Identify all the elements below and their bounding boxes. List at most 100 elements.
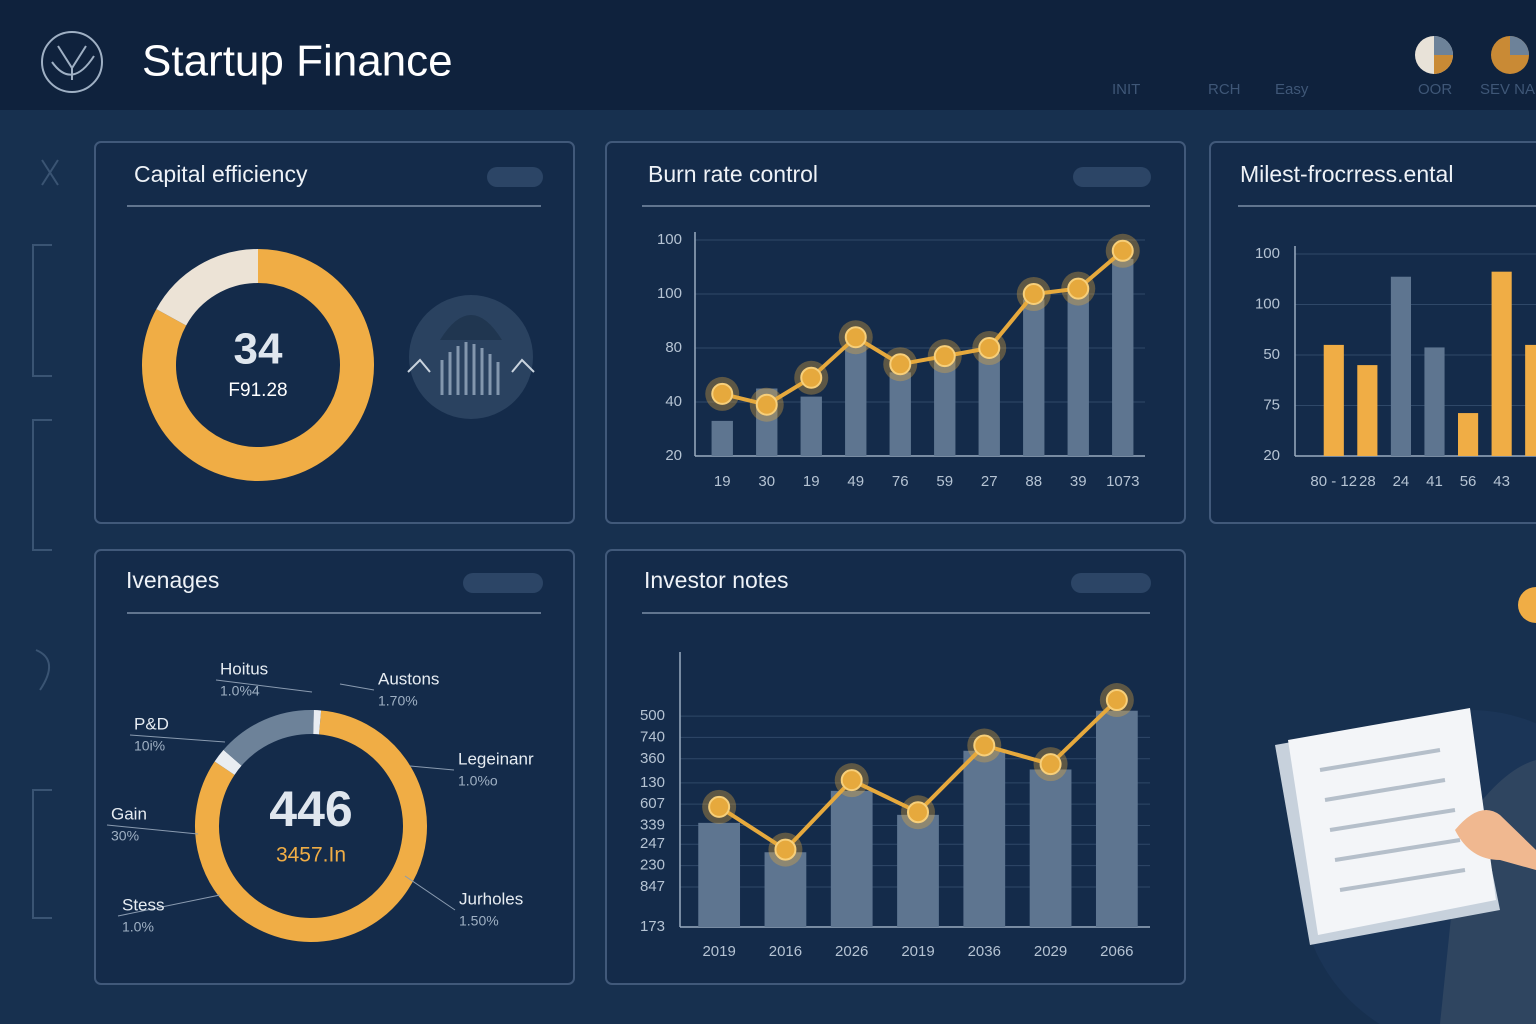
donut-segment [214,749,242,775]
bar [800,396,822,456]
nav-item[interactable]: INIT [1112,81,1140,98]
x-tick-label: 49 [847,473,864,490]
app-title: Startup Finance [142,37,453,86]
header-bar [0,0,1536,110]
panel-title: Ivenages [126,567,219,593]
x-tick-label: 2019 [901,943,934,960]
y-tick-label: 20 [665,447,682,464]
panel-dividers [127,205,1536,614]
bar [1323,344,1344,456]
center-sub: F91.28 [228,380,287,401]
marker [1105,689,1128,712]
y-tick-label: 100 [657,285,682,302]
y-tick-label: 500 [640,707,665,724]
bar [764,852,807,927]
callout-line [404,875,456,911]
bar [830,790,873,927]
callout-line [339,683,375,691]
y-tick-label: 100 [1255,245,1280,262]
callout-line [106,824,199,835]
x-tick-label: 80 - 12 [1310,473,1357,490]
y-tick-label: 40 [665,393,682,410]
side-rail [32,159,59,919]
bar [1491,271,1512,456]
x-tick-label: 28 [1359,473,1376,490]
x-tick-label: 2036 [968,943,1001,960]
y-tick-label: 80 [665,339,682,356]
donut-segment [142,249,374,481]
y-tick-label: 173 [640,918,665,935]
x-tick-label: 59 [936,473,953,490]
callout-value: 1.0% [122,919,154,935]
bar [698,822,741,927]
bar [963,750,1006,927]
x-tick-label: 19 [714,473,731,490]
marker [840,769,863,792]
marker [800,366,823,389]
bar [1029,769,1072,927]
illustration [1275,587,1536,1024]
bar [1067,291,1089,456]
callout-value: 1.50% [459,913,499,929]
logo [41,31,103,93]
bar [978,353,1000,456]
x-tick-label: 1073 [1106,473,1139,490]
x-tick-label: 56 [1460,473,1477,490]
donut-segment [156,249,259,327]
donut-segment [195,710,427,942]
y-tick-label: 100 [657,231,682,248]
center-value: 34 [234,325,283,374]
globe-icon [407,295,535,419]
donut-segment [223,710,314,766]
y-tick-label: 247 [640,835,665,852]
x-tick-label: 2016 [769,943,802,960]
y-tick-label: 339 [640,817,665,834]
x-tick-label: 30 [758,473,775,490]
x-tick-label: 88 [1025,473,1042,490]
x-tick-label: 2029 [1034,943,1067,960]
x-tick-label: 2019 [702,943,735,960]
marker [711,382,734,405]
center-value: 446 [269,781,352,837]
callout-line [215,679,313,693]
x-tick-label: 39 [1070,473,1087,490]
y-tick-label: 360 [640,750,665,767]
nav-item[interactable]: RCH [1208,81,1241,98]
callout-name: Legeinanr [458,749,534,768]
bar [897,814,939,927]
marker [844,326,867,349]
header-icons [1415,36,1529,74]
callout-name: Jurholes [459,889,523,908]
callout-line [129,734,226,743]
x-tick-label: 19 [803,473,820,490]
callout-value: 1.70% [378,693,418,709]
marker [889,353,912,376]
panel-title: Investor notes [644,567,788,593]
nav-item[interactable]: SEV NA [1480,81,1535,98]
bar [845,345,867,456]
bar [1424,347,1445,456]
bar [1023,299,1045,456]
callout-line [409,765,455,771]
nav-item[interactable]: OOR [1418,81,1452,98]
bar [889,372,911,456]
callout-value: 1.0%4 [220,683,260,699]
marker [1111,239,1134,262]
bar [1095,710,1138,927]
x-tick-label: 43 [1493,473,1510,490]
y-tick-label: 20 [1263,447,1280,464]
nav-item[interactable]: Easy [1275,81,1309,98]
panel-toggles[interactable] [463,167,1151,593]
callout-value: 30% [111,828,139,844]
callout-value: 1.0%o [458,773,498,789]
marker [708,795,731,818]
panel-title: Capital efficiency [134,161,308,187]
x-tick-label: 2066 [1100,943,1133,960]
bar [934,358,956,456]
marker [1039,753,1062,776]
marker [907,801,929,824]
callout-name: Austons [378,669,439,688]
bar [1357,365,1378,456]
bar [1458,413,1479,456]
